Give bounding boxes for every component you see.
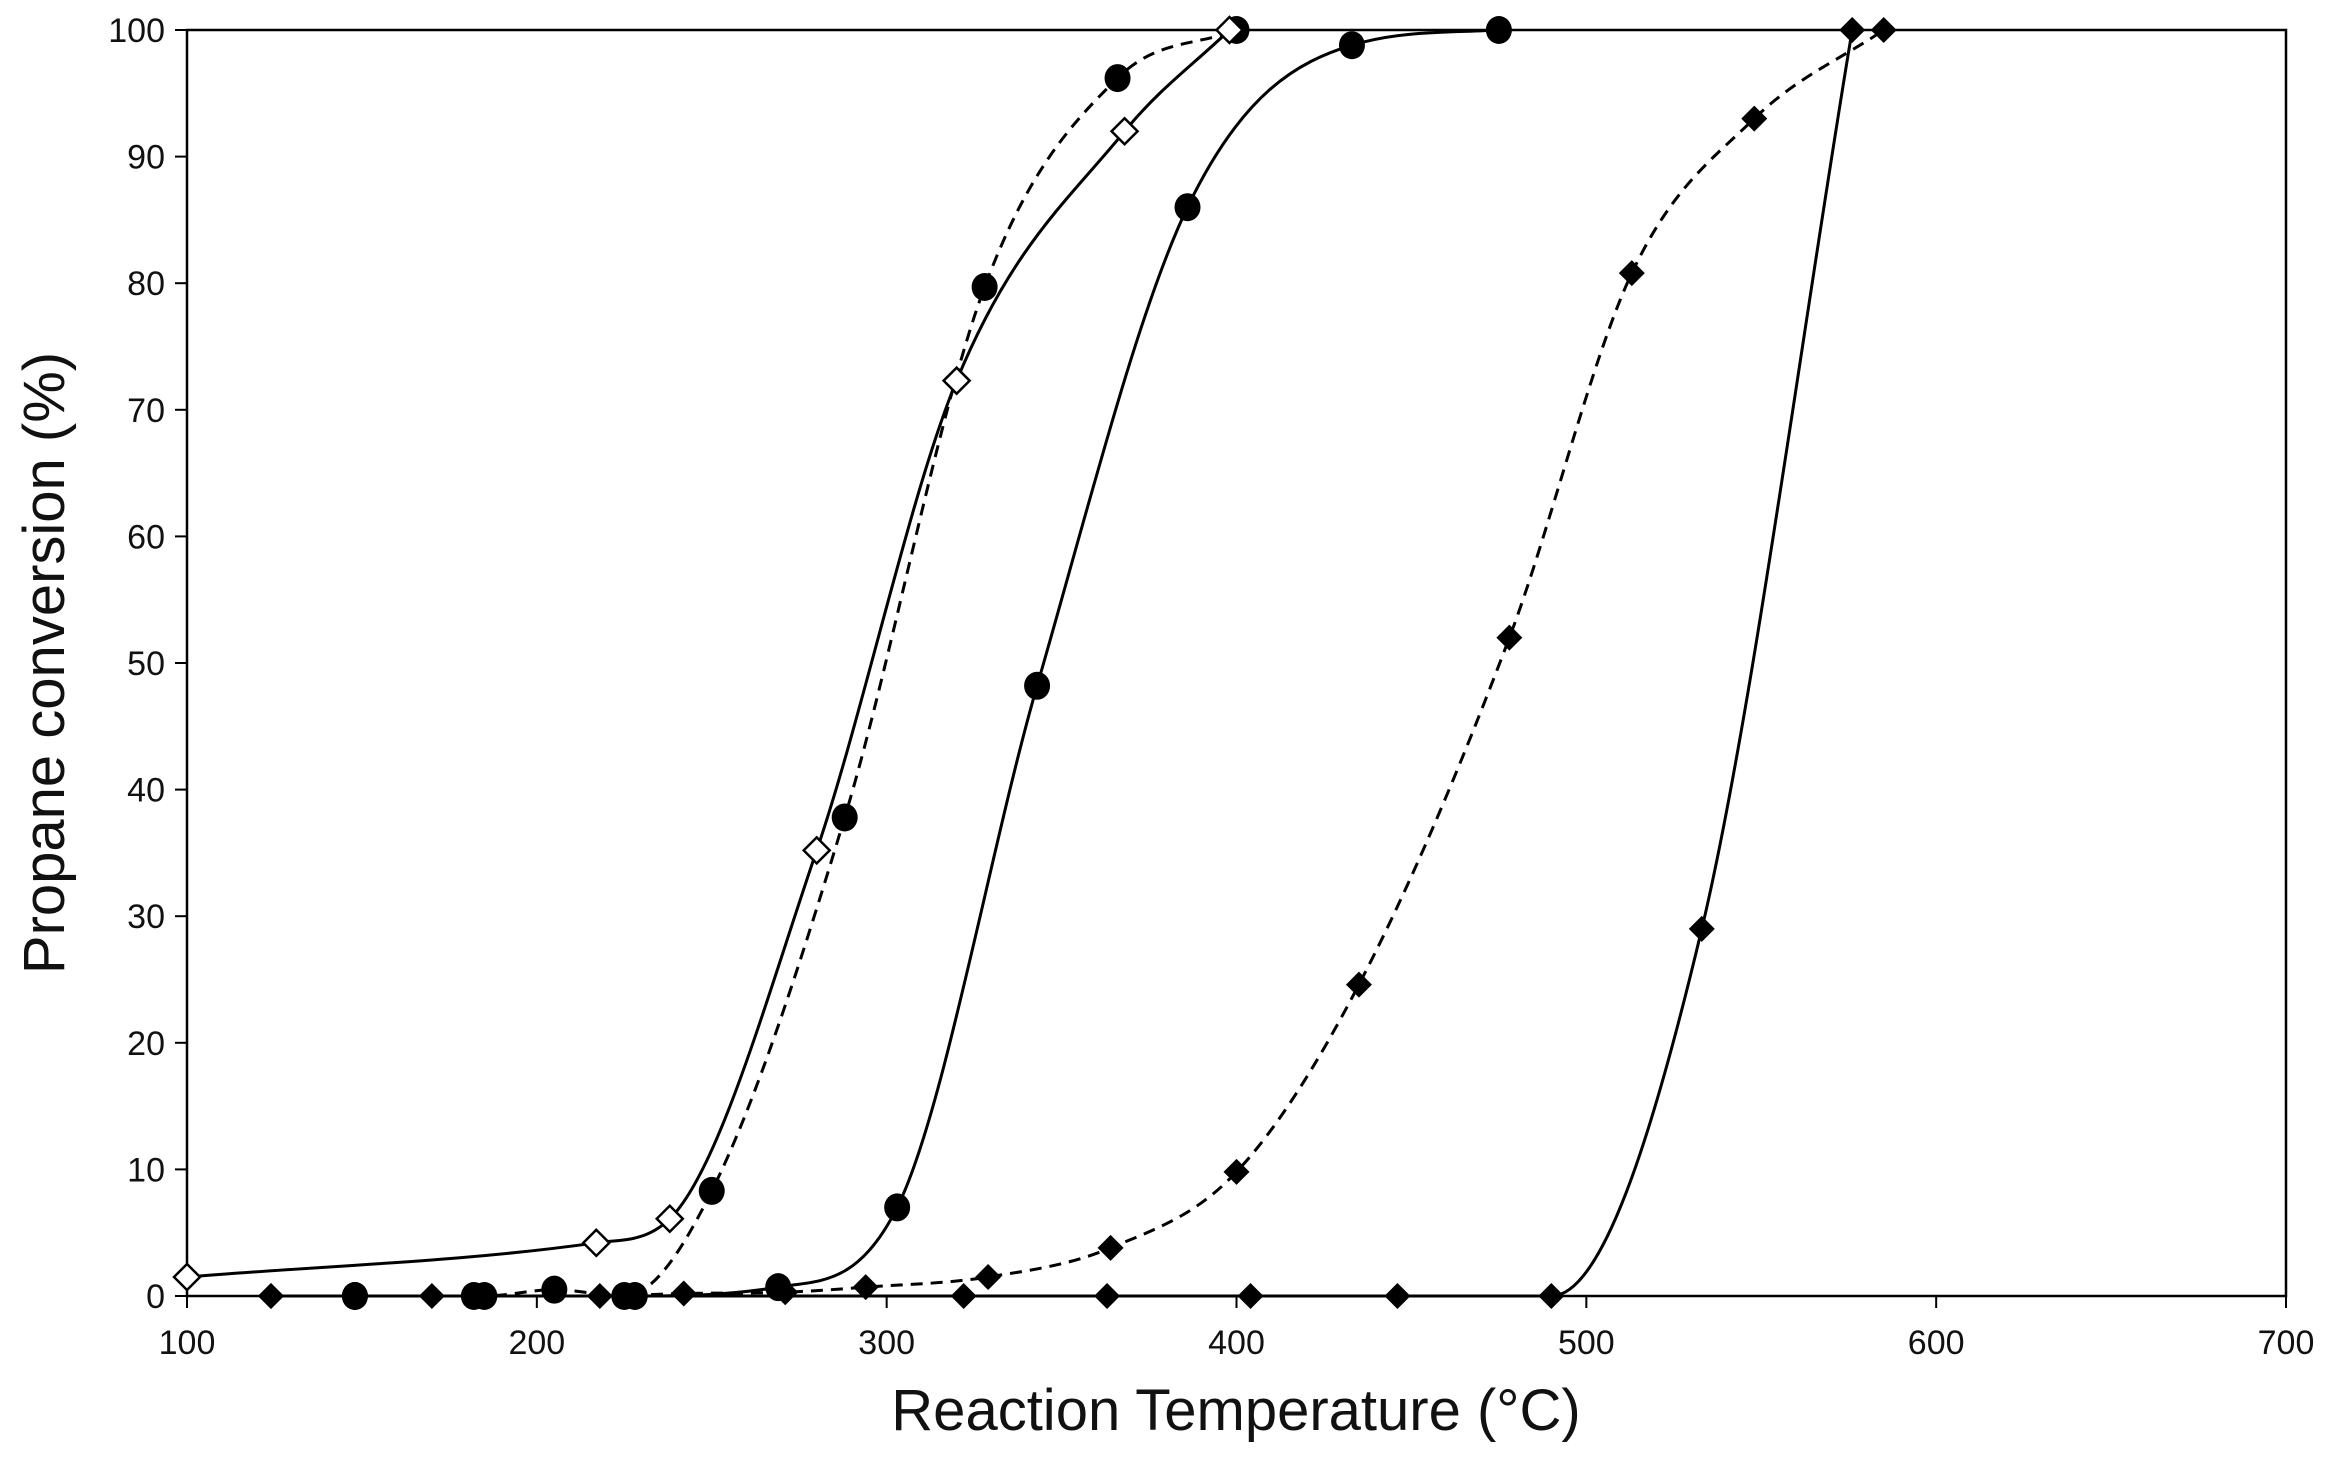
series-5-point (1094, 1283, 1121, 1309)
series-3-point (1338, 31, 1365, 60)
series-4-point (670, 1280, 697, 1307)
series-5-point (1538, 1283, 1565, 1309)
series-4-point (1496, 624, 1523, 651)
series-2-point (655, 1204, 685, 1234)
series-4-point (418, 1283, 445, 1309)
x-tick-label: 600 (1908, 1324, 1965, 1362)
plot-area (185, 28, 2288, 1298)
x-tick-label: 200 (508, 1324, 565, 1362)
y-tick-label: 70 (127, 392, 165, 430)
series-1-line (354, 28, 1238, 1298)
y-axis-ticks: 0 10 20 30 40 50 60 70 80 90 100 (108, 12, 187, 1316)
y-tick-label: 40 (127, 772, 165, 810)
y-axis-title: Propane conversion (%) (12, 352, 77, 974)
series-2-point (1214, 15, 1245, 45)
y-tick-label: 30 (127, 898, 165, 936)
series-4-point (1741, 105, 1768, 132)
x-axis-title: Reaction Temperature (°C) (891, 1378, 1580, 1443)
y-tick-label: 90 (127, 139, 165, 177)
series-4-point (1223, 1158, 1250, 1185)
series-4-point (586, 1283, 613, 1309)
x-axis-ticks: 100 200 300 400 500 600 700 (159, 1296, 2315, 1362)
markers-layer (172, 15, 1897, 1310)
y-tick-label: 60 (127, 518, 165, 556)
series-4-point (1097, 1234, 1124, 1261)
y-tick-label: 0 (146, 1278, 165, 1316)
y-tick-label: 100 (108, 12, 165, 50)
series-1-point (1104, 64, 1131, 93)
series-1-point (971, 272, 998, 301)
y-tick-label: 50 (127, 645, 165, 683)
series-2-point (581, 1228, 612, 1258)
y-tick-label: 10 (127, 1151, 165, 1189)
series-4-point (1345, 971, 1372, 998)
series-3-point (341, 1282, 368, 1310)
series-2-point (172, 1262, 202, 1292)
series-3-point (1485, 16, 1512, 44)
series-4-line (271, 28, 1885, 1298)
series-3-point (884, 1193, 911, 1222)
series-3-point (621, 1282, 648, 1310)
x-tick-label: 100 (159, 1324, 216, 1362)
series-5-point (950, 1283, 977, 1309)
series-5-point (1839, 17, 1866, 43)
series-4-point (852, 1274, 879, 1301)
y-tick-label: 80 (127, 265, 165, 303)
x-tick-label: 400 (1208, 1324, 1265, 1362)
series-3-point (1024, 671, 1051, 700)
series-2-point (1109, 116, 1140, 147)
series-5-point (1688, 915, 1715, 942)
series-4-point (1618, 260, 1645, 287)
x-tick-label: 700 (2258, 1324, 2315, 1362)
series-1-point (698, 1176, 725, 1205)
series-1-point (831, 803, 858, 832)
series-4-point (975, 1264, 1002, 1291)
series-1-point (541, 1275, 568, 1304)
series-4-point (1870, 17, 1897, 43)
series-4-point (772, 1279, 799, 1306)
series-3-point (460, 1282, 487, 1310)
series-5-point (257, 1283, 284, 1309)
series-5-point (1237, 1283, 1264, 1309)
series-3-point (1174, 193, 1201, 222)
y-tick-label: 20 (127, 1025, 165, 1063)
x-tick-label: 500 (1558, 1324, 1615, 1362)
series-2-point (801, 835, 832, 866)
x-tick-label: 300 (858, 1324, 915, 1362)
series-2-point (941, 365, 972, 396)
series-5-point (1384, 1283, 1411, 1309)
